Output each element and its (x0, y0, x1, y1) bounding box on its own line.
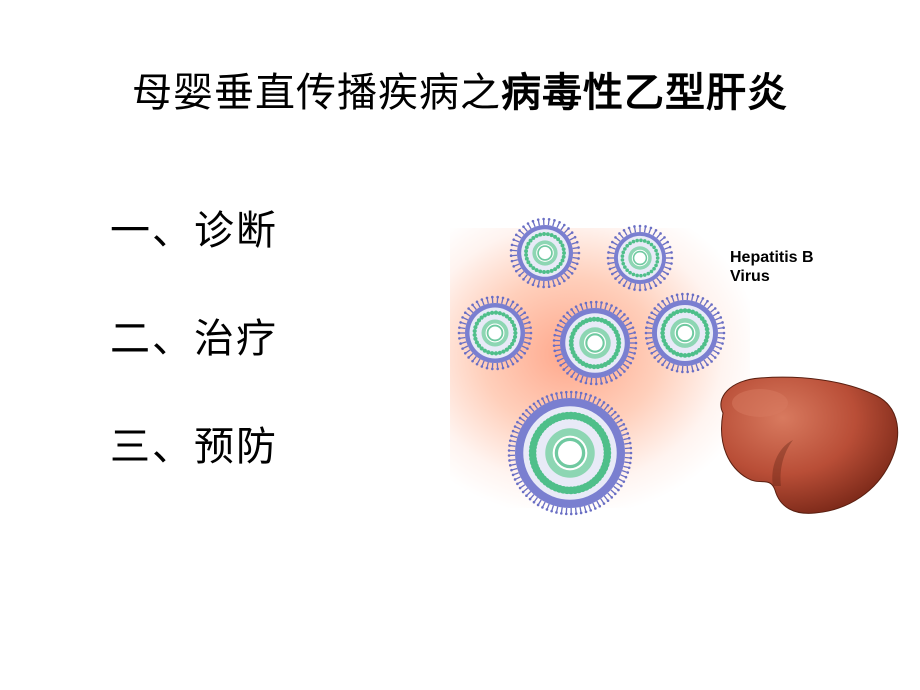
liver-svg (705, 368, 905, 518)
slide: 母婴垂直传播疾病之病毒性乙型肝炎 一、诊断 二、治疗 三、预防 (0, 0, 920, 690)
list-item: 一、诊断 (110, 198, 410, 256)
slide-title: 母婴垂直传播疾病之病毒性乙型肝炎 (50, 60, 870, 118)
label-line-2: Virus (730, 267, 814, 286)
virus-particle (552, 300, 638, 386)
virus-particle (509, 217, 581, 289)
virus-particle (457, 295, 533, 371)
outline-list: 一、诊断 二、治疗 三、预防 (110, 198, 410, 522)
label-line-1: Hepatitis B (730, 248, 814, 267)
virus-particle (507, 390, 633, 516)
content-area: 一、诊断 二、治疗 三、预防 (50, 198, 870, 538)
list-item: 二、治疗 (110, 306, 410, 364)
virus-particle (606, 224, 674, 292)
list-item: 三、预防 (110, 414, 410, 472)
title-prefix: 母婴垂直传播疾病之 (132, 71, 501, 115)
hepatitis-illustration: Hepatitis B Virus (440, 198, 870, 538)
liver-icon (705, 368, 905, 518)
virus-particle (644, 292, 726, 374)
virus-label: Hepatitis B Virus (730, 248, 814, 286)
title-emphasis: 病毒性乙型肝炎 (501, 71, 788, 115)
